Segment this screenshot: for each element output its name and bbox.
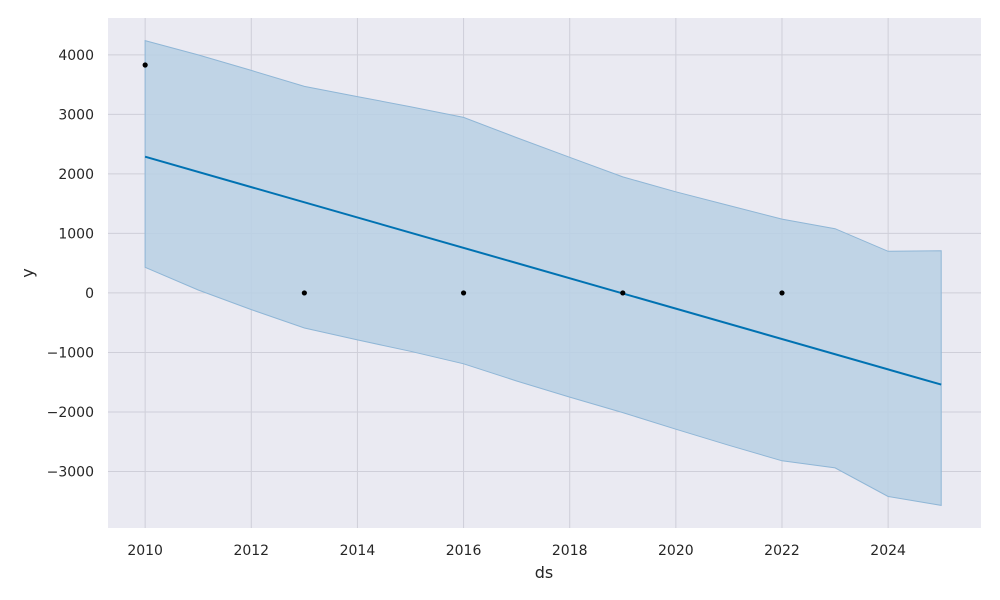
observed-point bbox=[460, 290, 467, 296]
x-tick-label: 2024 bbox=[870, 543, 906, 559]
y-tick-label: 0 bbox=[85, 286, 94, 302]
y-tick-label: −2000 bbox=[47, 405, 94, 421]
x-tick-label: 2010 bbox=[127, 543, 163, 559]
y-tick-label: 1000 bbox=[58, 226, 94, 242]
x-axis-title: ds bbox=[535, 563, 554, 582]
y-tick-labels: −3000 −2000 −1000 0 1000 2000 3000 4000 bbox=[47, 48, 94, 481]
observed-point bbox=[301, 290, 307, 296]
y-tick-label: 3000 bbox=[58, 107, 94, 123]
y-tick-label: −1000 bbox=[47, 345, 94, 361]
forecast-line-layer bbox=[144, 155, 942, 386]
x-tick-label: 2014 bbox=[340, 543, 376, 559]
observed-points-layer bbox=[142, 62, 785, 296]
y-axis-title: y bbox=[18, 268, 37, 277]
x-tick-labels: 2010 2012 2014 2016 2018 2020 2022 2024 bbox=[127, 543, 906, 559]
observed-point bbox=[142, 62, 148, 68]
y-tick-label: 4000 bbox=[58, 48, 94, 64]
observed-point bbox=[620, 290, 626, 296]
y-tick-label: −3000 bbox=[47, 464, 94, 480]
uncertainty-band bbox=[144, 39, 942, 506]
forecast-line bbox=[144, 155, 942, 386]
x-tick-label: 2022 bbox=[764, 543, 800, 559]
x-tick-label: 2018 bbox=[552, 543, 588, 559]
x-tick-label: 2012 bbox=[233, 543, 269, 559]
observed-point bbox=[779, 290, 785, 296]
x-tick-label: 2016 bbox=[446, 543, 482, 559]
x-tick-label: 2020 bbox=[658, 543, 694, 559]
y-tick-label: 2000 bbox=[58, 167, 94, 183]
uncertainty-band-layer bbox=[144, 39, 942, 506]
